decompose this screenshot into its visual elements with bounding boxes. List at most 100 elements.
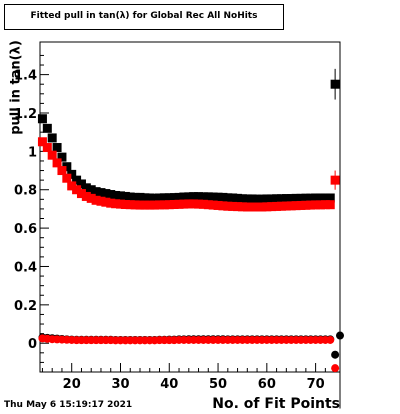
series-1-point bbox=[315, 200, 325, 210]
x-tick-label: 30 bbox=[111, 377, 129, 392]
series-1-point bbox=[37, 137, 47, 147]
x-tick-label: 50 bbox=[209, 377, 227, 392]
series-1-point bbox=[252, 202, 262, 212]
y-tick-label: 0.2 bbox=[14, 299, 37, 314]
outlier-point bbox=[331, 350, 340, 359]
series-0-point bbox=[272, 194, 282, 204]
series-0-point bbox=[184, 192, 194, 202]
series-0-point bbox=[213, 192, 223, 202]
x-axis-title: No. of Fit Points bbox=[212, 396, 340, 412]
series-0-point bbox=[125, 192, 135, 202]
data-marks bbox=[37, 68, 344, 409]
series-1-point bbox=[296, 200, 306, 210]
y-axis-title: pull in tan(λ) bbox=[8, 40, 24, 135]
series-0-point bbox=[257, 194, 267, 204]
series-1-point bbox=[276, 201, 286, 211]
series-0-point bbox=[281, 194, 291, 204]
series-0-point bbox=[296, 193, 306, 203]
series-1-point bbox=[247, 202, 257, 212]
series-1-point bbox=[184, 199, 194, 209]
series-1-point bbox=[286, 201, 296, 211]
series-1-point bbox=[311, 200, 321, 210]
series-1-point bbox=[150, 200, 160, 210]
x-tick-label: 60 bbox=[258, 377, 276, 392]
series-1-point bbox=[320, 200, 330, 210]
series-0-point bbox=[86, 185, 96, 195]
series-0-point bbox=[194, 192, 204, 202]
series-0-point bbox=[72, 175, 82, 185]
series-0-point bbox=[37, 114, 47, 124]
y-tick-label: 0.8 bbox=[14, 184, 37, 199]
series-0-point bbox=[291, 193, 301, 203]
series-0-point bbox=[301, 193, 311, 203]
series-0-point bbox=[311, 193, 321, 203]
series-0-point bbox=[189, 192, 199, 202]
outlier-point bbox=[330, 175, 340, 185]
series-1-point bbox=[233, 202, 243, 212]
series-1-point bbox=[81, 191, 91, 201]
series-1-point bbox=[159, 200, 169, 210]
series-0-point bbox=[276, 194, 286, 204]
series-1-point bbox=[301, 200, 311, 210]
y-tick-label: 0.4 bbox=[14, 260, 37, 275]
series-0-point bbox=[169, 193, 179, 203]
series-1-point bbox=[291, 201, 301, 211]
series-0-point bbox=[47, 133, 57, 143]
series-1-point bbox=[223, 201, 233, 211]
series-0-point bbox=[96, 188, 106, 198]
series-0-point bbox=[223, 193, 233, 203]
series-1-point bbox=[145, 200, 155, 210]
series-1-point bbox=[62, 173, 72, 183]
series-0-point bbox=[174, 192, 184, 202]
series-0-point bbox=[198, 192, 208, 202]
series-1-point bbox=[189, 199, 199, 209]
y-tick-label: 1.2 bbox=[14, 107, 37, 122]
outlier-point bbox=[331, 364, 340, 373]
series-1-point bbox=[91, 195, 101, 205]
series-0-point bbox=[140, 193, 150, 203]
series-0-point bbox=[130, 192, 140, 202]
series-0-point bbox=[286, 194, 296, 204]
series-1-point bbox=[125, 200, 135, 210]
series-1-point bbox=[237, 202, 247, 212]
x-tick-label: 40 bbox=[160, 377, 178, 392]
series-1-point bbox=[135, 200, 145, 210]
series-0-point bbox=[208, 192, 218, 202]
series-0-point bbox=[262, 194, 272, 204]
series-1-point bbox=[281, 201, 291, 211]
series-1-point bbox=[198, 199, 208, 209]
series-1-point bbox=[140, 200, 150, 210]
series-3-point bbox=[326, 335, 335, 344]
series-0-point bbox=[237, 194, 247, 204]
series-1-point bbox=[111, 199, 121, 209]
series-0-point bbox=[306, 193, 316, 203]
series-0-point bbox=[247, 194, 257, 204]
series-0-point bbox=[62, 162, 72, 172]
series-1-point bbox=[267, 202, 277, 212]
series-0-point bbox=[115, 191, 125, 201]
series-1-point bbox=[262, 202, 272, 212]
series-0-point bbox=[228, 193, 238, 203]
series-1-point bbox=[106, 198, 116, 208]
series-0-point bbox=[203, 192, 213, 202]
chart-title: Fitted pull in tan(λ) for Global Rec All… bbox=[30, 11, 258, 21]
series-1-point bbox=[120, 200, 130, 210]
x-tick-label: 70 bbox=[307, 377, 325, 392]
series-1-point bbox=[179, 199, 189, 209]
series-1-point bbox=[203, 200, 213, 210]
series-1-point bbox=[101, 197, 111, 207]
series-0-point bbox=[242, 194, 252, 204]
series-0-point bbox=[179, 192, 189, 202]
series-0-point bbox=[135, 192, 145, 202]
series-0-point bbox=[52, 143, 62, 153]
series-1-point bbox=[242, 202, 252, 212]
series-1-point bbox=[194, 199, 204, 209]
series-0-point bbox=[67, 169, 77, 179]
outlier-point bbox=[330, 79, 340, 89]
series-0-point bbox=[218, 192, 228, 202]
series-0-point bbox=[325, 193, 335, 203]
series-1-point bbox=[272, 201, 282, 211]
series-0-point bbox=[320, 193, 330, 203]
series-1-point bbox=[72, 185, 82, 195]
